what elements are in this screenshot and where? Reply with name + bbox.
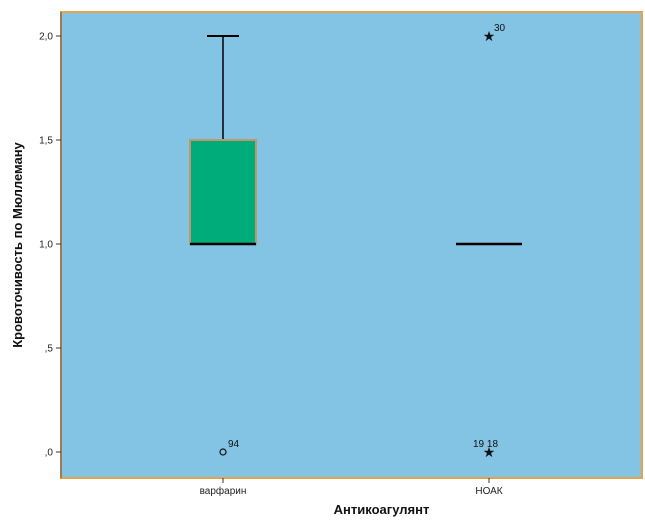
y-axis: ,0 ,5 1,0 1,5 2,0 [39, 12, 62, 478]
y-tick-label: 2,0 [39, 32, 53, 43]
y-tick-label: ,5 [45, 344, 54, 355]
outlier-circle [219, 448, 227, 456]
plot-area [60, 11, 643, 479]
y-axis-title: Кровоточивость по Мюллеману [10, 141, 25, 347]
box-group: 94★30★19 18 [189, 23, 522, 461]
outlier-label: 94 [228, 439, 240, 450]
outlier-label: 30 [494, 23, 506, 34]
outlier-star: ★ [483, 29, 496, 45]
y-tick-label: ,0 [45, 448, 54, 459]
x-axis-title: Антикоагулянт [334, 502, 430, 517]
x-axis: варфарин НОАК [200, 478, 503, 497]
y-tick-label: 1,5 [39, 136, 53, 147]
outlier-label: 19 18 [473, 439, 498, 450]
x-tick-label: НОАК [475, 486, 502, 497]
outlier-star: ★ [483, 445, 496, 461]
box [189, 139, 257, 245]
y-tick-label: 1,0 [39, 240, 53, 251]
x-tick-label: варфарин [200, 485, 247, 497]
